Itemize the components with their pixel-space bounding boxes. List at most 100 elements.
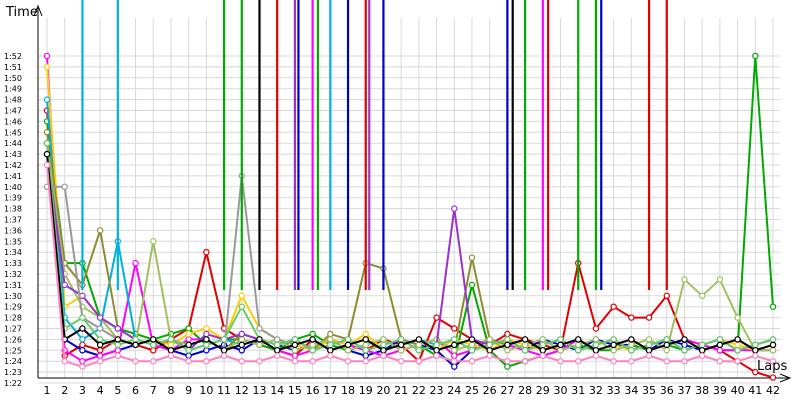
data-point [716, 358, 724, 365]
data-point [752, 347, 759, 354]
data-point [486, 347, 493, 354]
x-tick-label: 26 [483, 384, 497, 397]
data-point [645, 347, 653, 354]
data-point [504, 358, 511, 365]
data-point [238, 347, 245, 354]
data-point [380, 341, 387, 349]
x-axis-title: Laps [757, 359, 787, 374]
x-tick-label: 4 [97, 384, 104, 397]
data-point [150, 347, 157, 354]
data-point [114, 341, 122, 349]
data-point [504, 341, 511, 349]
x-tick-label: 30 [554, 384, 568, 397]
data-point [256, 325, 263, 332]
data-point [433, 352, 440, 359]
data-point [663, 336, 670, 343]
data-point [114, 336, 122, 343]
data-point [663, 358, 670, 365]
data-point [521, 358, 529, 365]
x-tick-label: 36 [660, 384, 674, 397]
x-tick-label: 8 [167, 384, 174, 397]
data-point [628, 341, 635, 349]
data-point [769, 374, 777, 381]
data-point [185, 330, 192, 338]
y-tick-label: 1:28 [4, 314, 22, 323]
series-line [46, 99, 774, 352]
data-point [220, 352, 228, 359]
data-point [203, 347, 210, 354]
data-point [185, 336, 192, 343]
data-point [256, 358, 263, 365]
y-tick-label: 1:26 [4, 335, 22, 344]
x-tick-label: 13 [252, 384, 266, 397]
data-point [327, 330, 334, 338]
data-point [203, 330, 210, 338]
x-tick-label: 15 [288, 384, 302, 397]
x-tick-label: 19 [359, 384, 373, 397]
data-point [628, 336, 635, 343]
x-tick-label: 3 [79, 384, 86, 397]
data-point [504, 347, 511, 354]
data-point [61, 358, 68, 365]
data-point [79, 336, 86, 343]
data-point [203, 341, 210, 349]
y-tick-label: 1:41 [4, 172, 22, 181]
x-tick-label: 16 [306, 384, 320, 397]
data-point [681, 341, 688, 349]
data-point [734, 314, 741, 321]
x-tick-label: 1 [44, 384, 51, 397]
data-point [575, 358, 582, 365]
data-point [734, 358, 741, 365]
data-point [380, 336, 387, 343]
x-axis-arrow [779, 373, 792, 383]
data-point [645, 341, 653, 349]
x-tick-label: 28 [518, 384, 532, 397]
data-point [96, 347, 104, 354]
data-point [43, 63, 51, 71]
data-point [79, 314, 86, 321]
y-axis-arrow [33, 4, 43, 17]
data-point [185, 341, 192, 349]
y-tick-label: 1:32 [4, 270, 22, 279]
data-point [167, 336, 175, 343]
data-point [716, 347, 724, 354]
data-point [451, 347, 458, 354]
data-point [362, 341, 369, 349]
data-point [557, 336, 564, 343]
data-point [203, 336, 210, 343]
data-point [132, 358, 139, 365]
data-point [557, 358, 564, 365]
data-point [698, 292, 706, 299]
data-point [769, 303, 777, 310]
data-point [309, 358, 316, 365]
x-tick-label: 5 [114, 384, 121, 397]
x-tick-label: 24 [447, 384, 461, 397]
data-point [291, 341, 299, 349]
data-point [769, 347, 777, 354]
data-point [132, 259, 139, 267]
data-point [698, 347, 706, 354]
x-tick-label: 41 [748, 384, 762, 397]
data-point [645, 352, 653, 359]
y-tick-label: 1:31 [4, 281, 22, 290]
data-point [681, 347, 688, 354]
data-point [451, 205, 458, 212]
y-tick-label: 1:39 [4, 194, 22, 203]
x-tick-label: 9 [185, 384, 192, 397]
data-point [79, 347, 86, 354]
data-point [557, 347, 564, 354]
data-point [238, 303, 245, 310]
y-axis-title: Time [5, 5, 38, 20]
data-point [309, 330, 316, 338]
data-point [433, 314, 440, 321]
x-tick-label: 27 [500, 384, 514, 397]
data-point [291, 347, 299, 354]
data-point [380, 347, 387, 354]
data-point [327, 347, 334, 354]
data-point [397, 358, 405, 365]
y-tick-label: 1:51 [4, 63, 22, 72]
data-point [681, 336, 688, 343]
data-point [150, 341, 157, 349]
data-point [592, 347, 600, 354]
series-group [43, 0, 777, 381]
